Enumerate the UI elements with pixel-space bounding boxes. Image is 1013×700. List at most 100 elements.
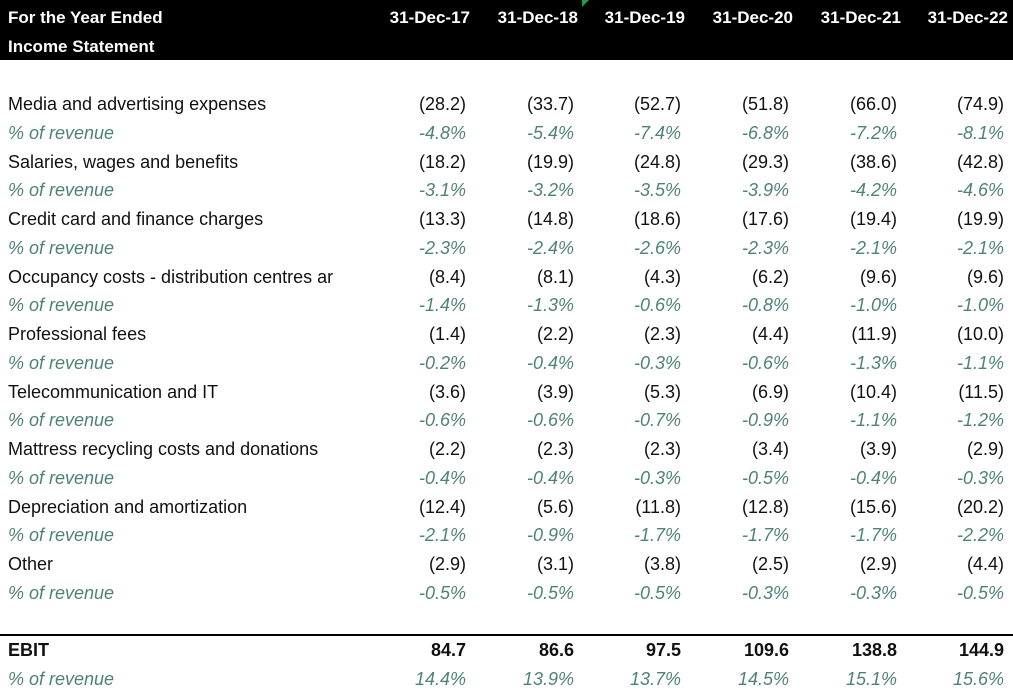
row-value[interactable]: (15.6) [849, 496, 897, 517]
row-value[interactable]: -0.3% [741, 582, 789, 603]
row-value[interactable]: -2.1% [956, 237, 1004, 258]
row-value[interactable]: -0.3% [633, 467, 681, 488]
year-header[interactable]: 31-Dec-17 [389, 8, 470, 27]
row-value[interactable]: (11.5) [958, 381, 1004, 402]
row-value[interactable]: -2.4% [526, 237, 574, 258]
row-label[interactable]: Media and advertising expenses [8, 94, 267, 114]
row-value[interactable]: -0.6% [741, 352, 789, 373]
row-value[interactable]: (51.8) [741, 94, 789, 114]
row-value[interactable]: (3.6) [428, 381, 466, 402]
row-value[interactable]: (2.3) [643, 324, 681, 344]
row-value[interactable]: 15.6% [952, 669, 1004, 689]
row-label[interactable]: Telecommunication and IT [8, 381, 219, 402]
row-value[interactable]: (19.4) [849, 209, 897, 229]
row-value[interactable]: 84.7 [430, 640, 466, 660]
row-value[interactable]: -4.6% [956, 180, 1004, 201]
row-value[interactable]: (17.6) [741, 209, 789, 229]
row-label[interactable]: Depreciation and amortization [8, 496, 248, 517]
row-value[interactable]: -1.3% [849, 352, 897, 373]
row-label[interactable]: % of revenue [8, 237, 115, 258]
row-value[interactable]: -7.4% [633, 122, 681, 143]
row-value[interactable]: (66.0) [849, 94, 897, 114]
row-label[interactable]: % of revenue [8, 525, 115, 546]
row-value[interactable]: -2.6% [633, 237, 681, 258]
row-value[interactable]: (18.6) [633, 209, 681, 229]
row-value[interactable]: 109.6 [743, 640, 789, 660]
row-value[interactable]: -3.1% [418, 180, 466, 201]
row-value[interactable]: (3.8) [643, 554, 681, 574]
year-header[interactable]: 31-Dec-20 [712, 8, 793, 27]
row-value[interactable]: -0.9% [526, 525, 574, 546]
row-label[interactable]: Professional fees [8, 324, 147, 344]
row-value[interactable]: -0.3% [849, 582, 897, 603]
row-value[interactable]: (18.2) [418, 151, 466, 172]
row-value[interactable]: (4.3) [643, 266, 681, 287]
row-value[interactable]: (5.6) [536, 496, 574, 517]
row-label[interactable]: % of revenue [8, 122, 115, 143]
row-value[interactable]: (2.3) [536, 439, 574, 459]
row-value[interactable]: 97.5 [645, 640, 681, 660]
row-value[interactable]: -0.8% [741, 295, 789, 316]
row-value[interactable]: (2.2) [428, 439, 466, 459]
row-value[interactable]: -0.2% [418, 352, 466, 373]
row-value[interactable]: -1.0% [956, 295, 1004, 316]
row-value[interactable]: -7.2% [849, 122, 897, 143]
row-value[interactable]: 138.8 [851, 640, 897, 660]
row-value[interactable]: -0.6% [418, 410, 466, 431]
row-value[interactable]: -1.7% [741, 525, 789, 546]
row-value[interactable]: (19.9) [956, 209, 1004, 229]
row-value[interactable]: -0.6% [526, 410, 574, 431]
row-value[interactable]: (24.8) [633, 151, 681, 172]
row-value[interactable]: (3.9) [859, 439, 897, 459]
row-label[interactable]: % of revenue [8, 582, 115, 603]
row-value[interactable]: (4.4) [751, 324, 789, 344]
row-value[interactable]: (6.9) [751, 381, 789, 402]
row-value[interactable]: (3.9) [536, 381, 574, 402]
row-value[interactable]: (8.4) [428, 266, 466, 287]
row-label[interactable]: % of revenue [8, 410, 115, 431]
row-value[interactable]: (28.2) [418, 94, 466, 114]
row-value[interactable]: (13.3) [418, 209, 466, 229]
row-value[interactable]: (10.4) [849, 381, 897, 402]
row-value[interactable]: -0.6% [633, 295, 681, 316]
row-value[interactable]: 13.7% [629, 669, 681, 689]
row-value[interactable]: -3.9% [741, 180, 789, 201]
row-value[interactable]: (4.4) [966, 554, 1004, 574]
row-value[interactable]: -1.4% [418, 295, 466, 316]
row-value[interactable]: -0.3% [956, 467, 1004, 488]
row-value[interactable]: (10.0) [956, 324, 1004, 344]
row-value[interactable]: -2.2% [956, 525, 1004, 546]
row-value[interactable]: -1.1% [956, 352, 1004, 373]
row-value[interactable]: -6.8% [741, 122, 789, 143]
row-value[interactable]: -0.3% [633, 352, 681, 373]
row-value[interactable]: -0.5% [418, 582, 466, 603]
row-value[interactable]: -5.4% [526, 122, 574, 143]
row-value[interactable]: -2.3% [741, 237, 789, 258]
row-value[interactable]: -1.7% [633, 525, 681, 546]
row-label[interactable]: % of revenue [8, 669, 115, 689]
row-label[interactable]: Occupancy costs - distribution centres a… [8, 266, 334, 287]
row-value[interactable]: (14.8) [526, 209, 574, 229]
row-label[interactable]: % of revenue [8, 352, 115, 373]
row-value[interactable]: -3.2% [526, 180, 574, 201]
row-value[interactable]: -1.1% [849, 410, 897, 431]
row-value[interactable]: -0.5% [526, 582, 574, 603]
row-label[interactable]: Other [8, 554, 54, 574]
row-label[interactable]: Mattress recycling costs and donations [8, 439, 319, 459]
row-label[interactable]: % of revenue [8, 295, 115, 316]
row-value[interactable]: -1.2% [956, 410, 1004, 431]
row-value[interactable]: (9.6) [859, 266, 897, 287]
row-value[interactable]: (2.3) [643, 439, 681, 459]
row-value[interactable]: (38.6) [849, 151, 897, 172]
row-value[interactable]: (29.3) [741, 151, 789, 172]
row-value[interactable]: (5.3) [643, 381, 681, 402]
row-value[interactable]: (19.9) [526, 151, 574, 172]
row-value[interactable]: (2.9) [859, 554, 897, 574]
row-value[interactable]: -0.5% [633, 582, 681, 603]
row-value[interactable]: (11.8) [635, 496, 681, 517]
row-value[interactable]: (3.4) [751, 439, 789, 459]
row-value[interactable]: (9.6) [966, 266, 1004, 287]
row-value[interactable]: -1.7% [849, 525, 897, 546]
row-label[interactable]: % of revenue [8, 180, 115, 201]
row-value[interactable]: (33.7) [526, 94, 574, 114]
